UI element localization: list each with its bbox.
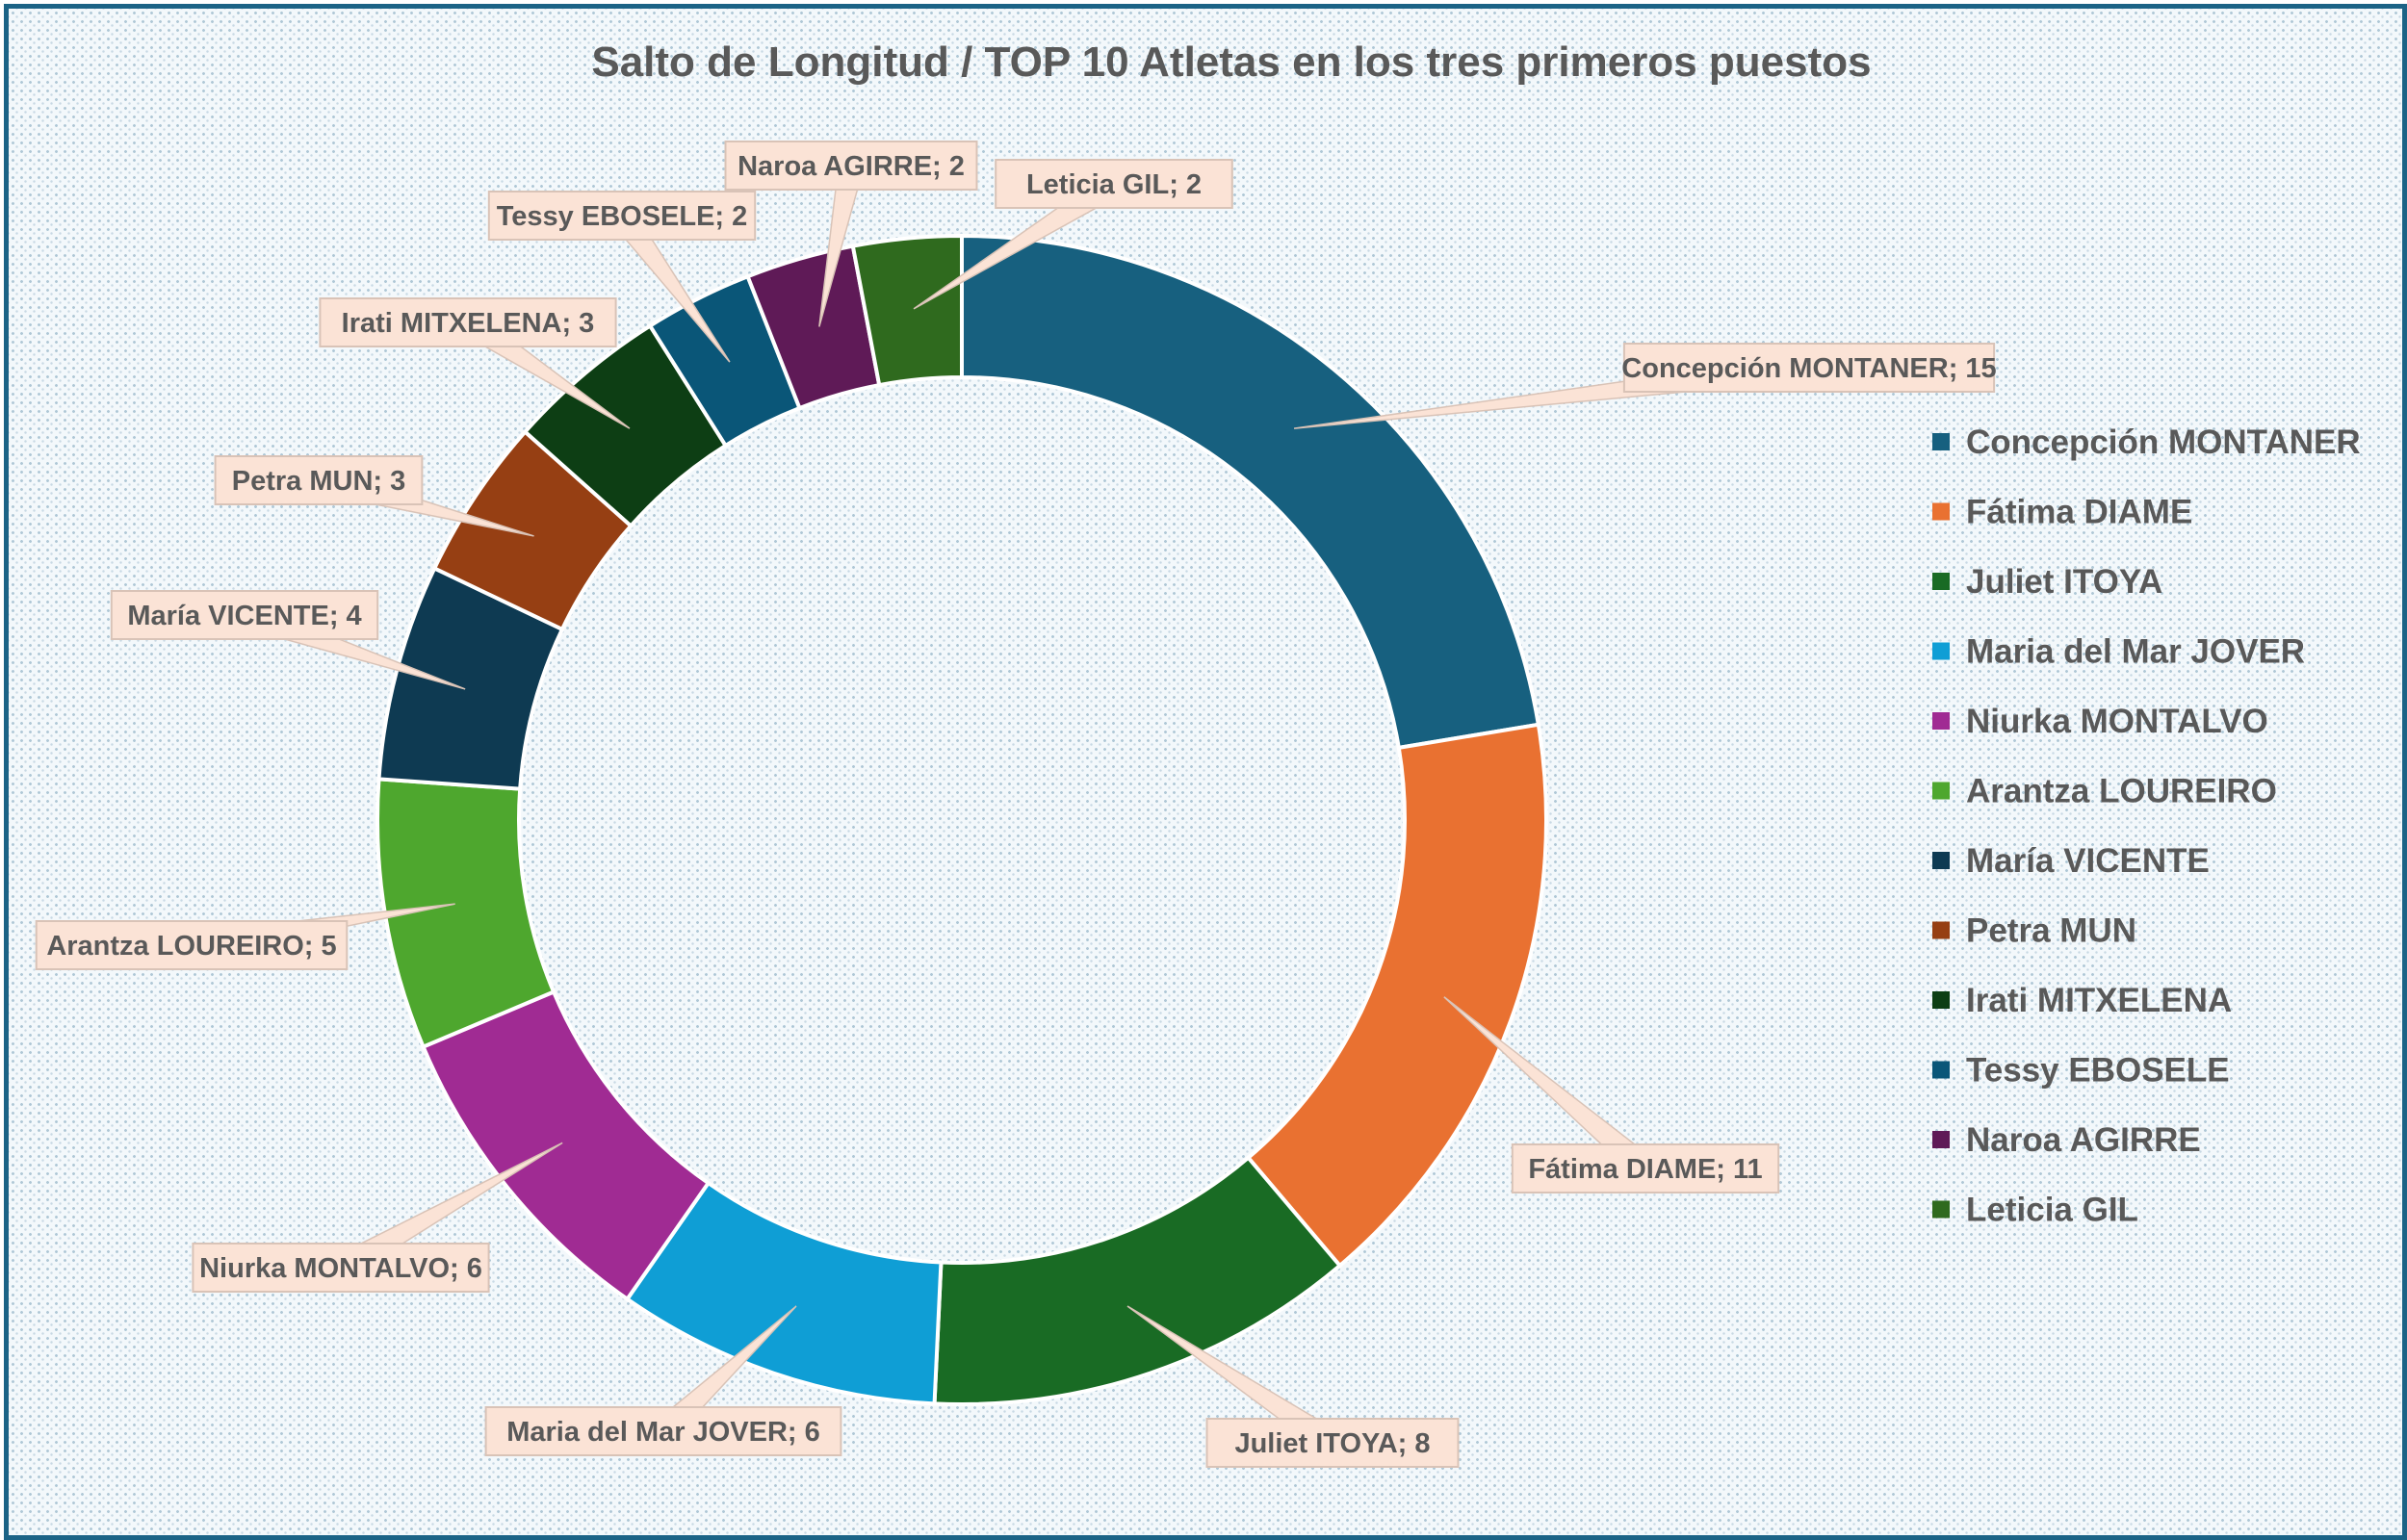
data-label-concepcion-montaner: Concepción MONTANER; 15: [1293, 343, 1997, 429]
callout-box: [214, 455, 424, 505]
callout-box: [192, 1243, 490, 1293]
data-label-text: María VICENTE; 4: [127, 601, 361, 631]
legend-item-niurka-montalvo: Niurka MONTALVO: [1932, 703, 2268, 740]
data-label-petra-mun: Petra MUN; 3: [214, 455, 534, 537]
legend-item-juliet-itoya: Juliet ITOYA: [1932, 563, 2162, 601]
data-label-leticia-gil: Leticia GIL; 2: [913, 159, 1233, 310]
data-label-text: Irati MITXELENA; 3: [342, 308, 595, 339]
legend-swatch: [1932, 991, 1950, 1009]
callout-box: [1511, 1143, 1780, 1194]
callout-box: [319, 297, 617, 347]
legend-swatch: [1932, 433, 1950, 450]
callout-box: [724, 141, 978, 191]
slice-fatima-diame: [1245, 722, 1548, 1269]
data-label-niurka-montalvo: Niurka MONTALVO; 6: [192, 1142, 563, 1293]
slice-juliet-itoya: [932, 1155, 1343, 1406]
data-label-text: Leticia GIL; 2: [1026, 169, 1202, 200]
data-label-text: Juliet ITOYA; 8: [1234, 1428, 1430, 1459]
chart-frame: Salto de Longitud / TOP 10 Atletas en lo…: [4, 4, 2407, 1540]
data-label-text: Arantza LOUREIRO; 5: [46, 931, 336, 962]
legend-label: María VICENTE: [1966, 842, 2210, 880]
legend-swatch: [1932, 782, 1950, 800]
slice-leticia-gil: [850, 233, 964, 388]
legend-swatch: [1932, 921, 1950, 939]
legend-swatch: [1932, 1200, 1950, 1219]
legend-label: Maria del Mar JOVER: [1966, 633, 2305, 671]
legend-swatch: [1932, 502, 1950, 521]
legend-item-maria-del-mar-jover: Maria del Mar JOVER: [1932, 633, 2305, 671]
legend-label: Fátima DIAME: [1966, 494, 2192, 531]
legend-swatch: [1932, 712, 1950, 730]
legend-label: Naroa AGIRRE: [1966, 1121, 2201, 1159]
legend-label: Tessy EBOSELE: [1966, 1052, 2230, 1090]
legend-item-petra-mun: Petra MUN: [1932, 912, 2136, 950]
legend-item-irati-mitxelena: Irati MITXELENA: [1932, 982, 2232, 1019]
data-label-maria-del-mar-jover: Maria del Mar JOVER; 6: [484, 1305, 842, 1456]
data-label-text: Fátima DIAME; 11: [1528, 1154, 1762, 1185]
legend-item-concepcion-montaner: Concepción MONTANER: [1932, 424, 2361, 461]
legend-label: Petra MUN: [1966, 912, 2136, 950]
data-label-fatima-diame: Fátima DIAME; 11: [1443, 996, 1780, 1194]
callout-box: [1622, 343, 1996, 393]
legend-label: Juliet ITOYA: [1966, 563, 2162, 601]
callout-box: [35, 920, 349, 970]
legend-swatch: [1932, 642, 1950, 660]
data-labels-group: Concepción MONTANER; 15 Fátima DIAME; 11 J…: [35, 141, 1997, 1468]
slice-concepcion-montaner: [960, 233, 1541, 751]
chart-title: Salto de Longitud / TOP 10 Atletas en lo…: [591, 38, 1871, 86]
data-label-naroa-agirre: Naroa AGIRRE; 2: [724, 141, 978, 327]
data-label-arantza-loureiro: Arantza LOUREIRO; 5: [35, 903, 455, 970]
legend-swatch: [1932, 852, 1950, 869]
legend-item-naroa-agirre: Naroa AGIRRE: [1932, 1121, 2201, 1159]
legend-swatch: [1932, 573, 1950, 590]
callout-box: [110, 590, 379, 640]
legend-item-tessy-ebosele: Tessy EBOSELE: [1932, 1052, 2230, 1090]
data-label-tessy-ebosele: Tessy EBOSELE; 2: [487, 191, 757, 363]
slices-group: [375, 233, 1548, 1406]
legend-label: Leticia GIL: [1966, 1192, 2138, 1229]
legend-label: Arantza LOUREIRO: [1966, 773, 2277, 810]
data-label-maria-vicente: María VICENTE; 4: [110, 590, 466, 690]
data-label-text: Petra MUN; 3: [232, 466, 406, 497]
data-label-juliet-itoya: Juliet ITOYA; 8: [1126, 1305, 1460, 1468]
legend-label: Irati MITXELENA: [1966, 982, 2232, 1019]
doughnut-chart: Salto de Longitud / TOP 10 Atletas en lo…: [35, 38, 2361, 1468]
data-label-text: Maria del Mar JOVER; 6: [506, 1417, 820, 1448]
data-label-text: Concepción MONTANER; 15: [1621, 353, 1996, 384]
legend-label: Niurka MONTALVO: [1966, 703, 2268, 740]
legend-label: Concepción MONTANER: [1966, 424, 2361, 461]
legend-item-leticia-gil: Leticia GIL: [1932, 1192, 2138, 1229]
legend-item-maria-vicente: María VICENTE: [1932, 842, 2210, 880]
callout-box: [484, 1406, 842, 1456]
legend: Concepción MONTANER Fátima DIAME Juliet IT…: [1932, 424, 2361, 1229]
callout-box: [995, 159, 1233, 209]
data-label-irati-mitxelena: Irati MITXELENA; 3: [319, 297, 631, 429]
data-label-text: Naroa AGIRRE; 2: [738, 151, 965, 182]
data-label-text: Niurka MONTALVO; 6: [199, 1253, 482, 1284]
callout-box: [1205, 1418, 1460, 1468]
legend-swatch: [1932, 1131, 1950, 1148]
legend-item-arantza-loureiro: Arantza LOUREIRO: [1932, 773, 2277, 810]
data-label-text: Tessy EBOSELE; 2: [497, 201, 748, 232]
legend-swatch: [1932, 1061, 1950, 1079]
callout-box: [487, 191, 757, 241]
legend-item-fatima-diame: Fátima DIAME: [1932, 494, 2192, 531]
